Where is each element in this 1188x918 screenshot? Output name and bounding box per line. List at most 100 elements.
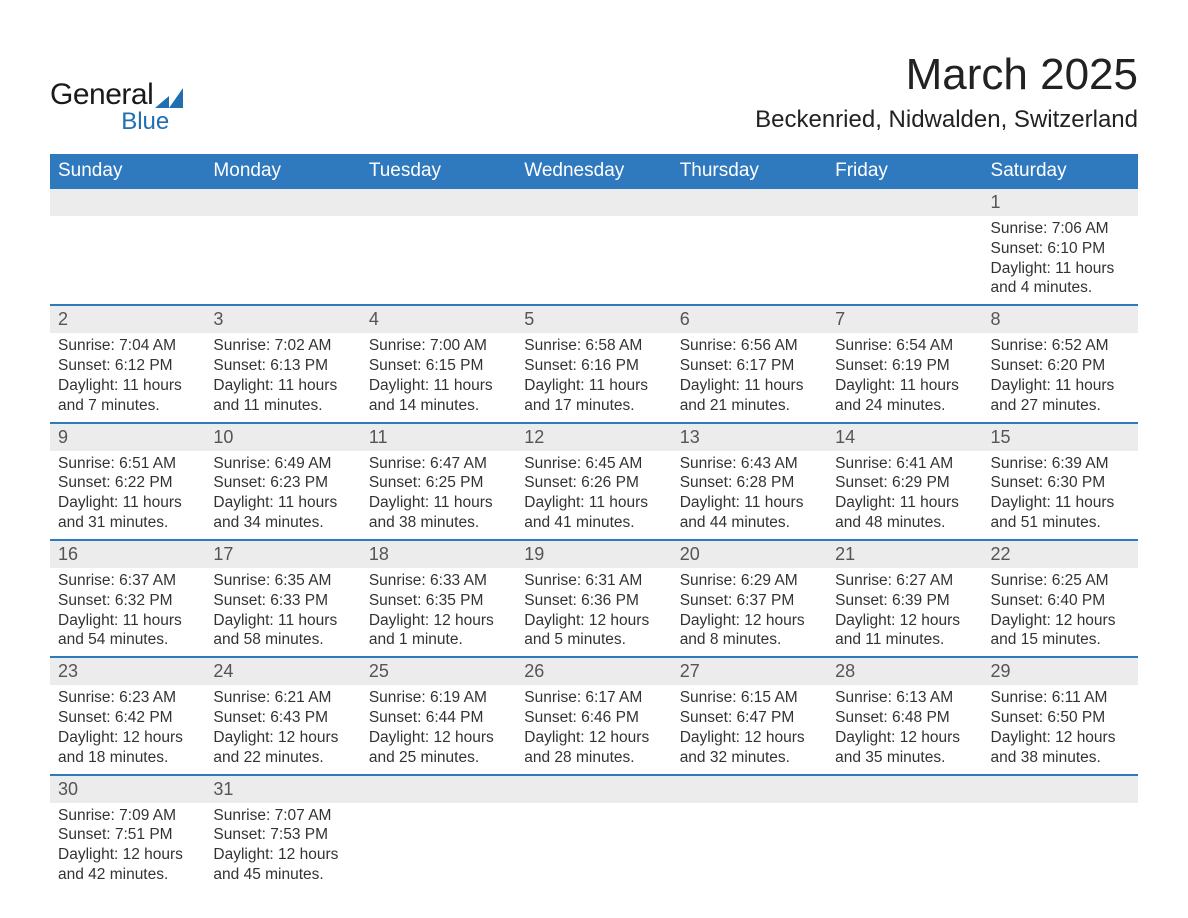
- day-detail-line: Sunset: 6:15 PM: [369, 356, 508, 376]
- day-detail-line: Sunrise: 6:58 AM: [524, 336, 663, 356]
- day-detail-line: Sunrise: 7:09 AM: [58, 806, 197, 826]
- day-number: [983, 776, 1138, 803]
- day-detail-line: Daylight: 12 hours and 11 minutes.: [835, 611, 974, 651]
- day-number: 22: [983, 541, 1138, 568]
- day-details: Sunrise: 6:54 AMSunset: 6:19 PMDaylight:…: [827, 333, 982, 421]
- day-number: 9: [50, 424, 205, 451]
- day-detail-line: Sunrise: 6:51 AM: [58, 454, 197, 474]
- day-cell: [672, 775, 827, 891]
- day-detail-line: Sunrise: 7:07 AM: [213, 806, 352, 826]
- day-detail-line: Sunset: 6:22 PM: [58, 473, 197, 493]
- day-number: 19: [516, 541, 671, 568]
- brand-logo-top: General: [50, 78, 183, 112]
- day-details: Sunrise: 6:37 AMSunset: 6:32 PMDaylight:…: [50, 568, 205, 656]
- day-detail-line: Daylight: 11 hours and 17 minutes.: [524, 376, 663, 416]
- day-cell: 31Sunrise: 7:07 AMSunset: 7:53 PMDayligh…: [205, 775, 360, 891]
- brand-logo: General Blue: [50, 50, 183, 136]
- day-number: [827, 776, 982, 803]
- day-number: 11: [361, 424, 516, 451]
- day-details: [672, 803, 827, 823]
- day-details: [983, 803, 1138, 823]
- day-cell: 20Sunrise: 6:29 AMSunset: 6:37 PMDayligh…: [672, 540, 827, 657]
- week-row: 16Sunrise: 6:37 AMSunset: 6:32 PMDayligh…: [50, 540, 1138, 657]
- day-details: Sunrise: 7:04 AMSunset: 6:12 PMDaylight:…: [50, 333, 205, 421]
- day-detail-line: Sunset: 6:32 PM: [58, 591, 197, 611]
- day-number: 4: [361, 306, 516, 333]
- day-detail-line: Daylight: 11 hours and 27 minutes.: [991, 376, 1130, 416]
- day-detail-line: Sunset: 7:51 PM: [58, 825, 197, 845]
- day-details: Sunrise: 6:51 AMSunset: 6:22 PMDaylight:…: [50, 451, 205, 539]
- day-details: [205, 216, 360, 300]
- day-number: 17: [205, 541, 360, 568]
- day-details: [827, 803, 982, 823]
- day-details: [516, 803, 671, 823]
- week-row: 9Sunrise: 6:51 AMSunset: 6:22 PMDaylight…: [50, 423, 1138, 540]
- day-number: 30: [50, 776, 205, 803]
- day-number: 27: [672, 658, 827, 685]
- day-number: 8: [983, 306, 1138, 333]
- day-detail-line: Sunrise: 6:52 AM: [991, 336, 1130, 356]
- day-detail-line: Sunrise: 6:15 AM: [680, 688, 819, 708]
- day-details: Sunrise: 6:56 AMSunset: 6:17 PMDaylight:…: [672, 333, 827, 421]
- day-cell: [50, 189, 205, 305]
- day-details: Sunrise: 7:07 AMSunset: 7:53 PMDaylight:…: [205, 803, 360, 891]
- calendar-head: SundayMondayTuesdayWednesdayThursdayFrid…: [50, 154, 1138, 189]
- page-header: General Blue March 2025 Beckenried, Nidw…: [50, 50, 1138, 136]
- day-detail-line: Sunrise: 7:02 AM: [213, 336, 352, 356]
- day-detail-line: Daylight: 11 hours and 7 minutes.: [58, 376, 197, 416]
- day-number: [827, 189, 982, 216]
- day-cell: 10Sunrise: 6:49 AMSunset: 6:23 PMDayligh…: [205, 423, 360, 540]
- day-number: 1: [983, 189, 1138, 216]
- day-cell: [827, 775, 982, 891]
- day-cell: 5Sunrise: 6:58 AMSunset: 6:16 PMDaylight…: [516, 305, 671, 422]
- weekday-header: Wednesday: [516, 154, 671, 189]
- brand-name-1: General: [50, 78, 153, 112]
- day-detail-line: Sunset: 6:39 PM: [835, 591, 974, 611]
- day-details: Sunrise: 6:17 AMSunset: 6:46 PMDaylight:…: [516, 685, 671, 773]
- day-details: Sunrise: 6:58 AMSunset: 6:16 PMDaylight:…: [516, 333, 671, 421]
- day-detail-line: Sunset: 6:48 PM: [835, 708, 974, 728]
- day-detail-line: Daylight: 11 hours and 14 minutes.: [369, 376, 508, 416]
- day-detail-line: Sunrise: 6:23 AM: [58, 688, 197, 708]
- day-details: Sunrise: 6:27 AMSunset: 6:39 PMDaylight:…: [827, 568, 982, 656]
- day-cell: 6Sunrise: 6:56 AMSunset: 6:17 PMDaylight…: [672, 305, 827, 422]
- day-number: 15: [983, 424, 1138, 451]
- day-cell: 21Sunrise: 6:27 AMSunset: 6:39 PMDayligh…: [827, 540, 982, 657]
- day-cell: 13Sunrise: 6:43 AMSunset: 6:28 PMDayligh…: [672, 423, 827, 540]
- day-detail-line: Daylight: 11 hours and 11 minutes.: [213, 376, 352, 416]
- day-cell: [516, 189, 671, 305]
- day-number: [361, 776, 516, 803]
- day-number: 28: [827, 658, 982, 685]
- day-detail-line: Sunrise: 6:17 AM: [524, 688, 663, 708]
- day-detail-line: Daylight: 11 hours and 48 minutes.: [835, 493, 974, 533]
- day-detail-line: Sunrise: 7:06 AM: [991, 219, 1130, 239]
- day-detail-line: Sunrise: 6:39 AM: [991, 454, 1130, 474]
- day-detail-line: Sunrise: 6:37 AM: [58, 571, 197, 591]
- day-detail-line: Daylight: 11 hours and 31 minutes.: [58, 493, 197, 533]
- day-number: 10: [205, 424, 360, 451]
- brand-name-2: Blue: [121, 108, 169, 136]
- day-cell: 16Sunrise: 6:37 AMSunset: 6:32 PMDayligh…: [50, 540, 205, 657]
- day-cell: 25Sunrise: 6:19 AMSunset: 6:44 PMDayligh…: [361, 657, 516, 774]
- day-number: 24: [205, 658, 360, 685]
- day-detail-line: Daylight: 12 hours and 22 minutes.: [213, 728, 352, 768]
- day-detail-line: Daylight: 11 hours and 58 minutes.: [213, 611, 352, 651]
- day-detail-line: Sunset: 6:50 PM: [991, 708, 1130, 728]
- day-detail-line: Daylight: 12 hours and 45 minutes.: [213, 845, 352, 885]
- day-detail-line: Sunrise: 6:54 AM: [835, 336, 974, 356]
- day-details: [827, 216, 982, 300]
- day-details: Sunrise: 6:15 AMSunset: 6:47 PMDaylight:…: [672, 685, 827, 773]
- day-detail-line: Daylight: 12 hours and 1 minute.: [369, 611, 508, 651]
- day-details: [672, 216, 827, 300]
- week-row: 30 Sunrise: 7:09 AMSunset: 7:51 PM Dayligh…: [50, 775, 1138, 891]
- day-detail-line: Sunset: 6:26 PM: [524, 473, 663, 493]
- day-detail-line: Sunset: 6:13 PM: [213, 356, 352, 376]
- weekday-header: Monday: [205, 154, 360, 189]
- day-detail-line: Sunset: 6:20 PM: [991, 356, 1130, 376]
- day-number: 6: [672, 306, 827, 333]
- day-detail-line: Daylight: 12 hours and 35 minutes.: [835, 728, 974, 768]
- day-details: Sunrise: 6:47 AMSunset: 6:25 PMDaylight:…: [361, 451, 516, 539]
- day-detail-line: Sunset: 6:17 PM: [680, 356, 819, 376]
- day-details: Sunrise: 6:35 AMSunset: 6:33 PMDaylight:…: [205, 568, 360, 656]
- day-number: 12: [516, 424, 671, 451]
